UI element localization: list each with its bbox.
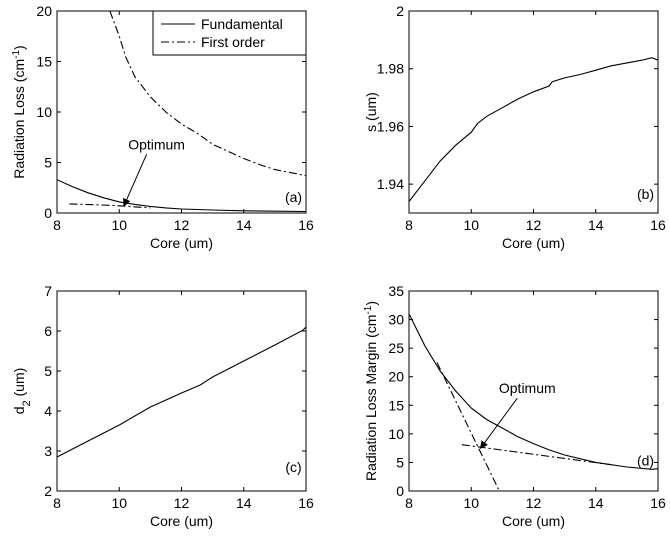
x-tick-label: 12 bbox=[526, 217, 542, 233]
series-line-first-order bbox=[109, 11, 306, 177]
panel-a: 8 10 12 14 16 0 5 10 15 20 Core (um) Radiation Loss… bbox=[11, 3, 314, 251]
panel-b: 8 10 12 14 16 1.94 1.96 1.98 2 Core (um) s (um) (b) bbox=[363, 3, 666, 251]
annotation: (a) bbox=[285, 189, 302, 205]
y-tick-label: 30 bbox=[388, 312, 404, 328]
y-tick-label: 25 bbox=[388, 340, 404, 356]
y-tick-label: 0 bbox=[44, 205, 52, 221]
y-tick-label: 5 bbox=[44, 155, 52, 171]
x-tick-label: 12 bbox=[174, 495, 190, 511]
x-tick-label: 10 bbox=[111, 217, 127, 233]
panel-c: 8 10 12 14 16 2 3 4 5 6 7 Core (um) d2 (um) (c) bbox=[11, 283, 314, 529]
legend-box bbox=[152, 10, 307, 56]
series-line-c-0 bbox=[57, 326, 306, 458]
legend-label: First order bbox=[201, 34, 265, 50]
series-line-b-0 bbox=[409, 57, 658, 202]
annotation: (d) bbox=[637, 453, 654, 469]
x-tick-label: 16 bbox=[650, 217, 666, 233]
annotation-arrow bbox=[123, 154, 148, 207]
x-tick-label: 10 bbox=[463, 217, 479, 233]
y-axis-label: Radiation Loss Margin (cm-1) bbox=[363, 301, 380, 481]
y-tick-label: 2 bbox=[44, 483, 52, 499]
x-tick-label: 16 bbox=[650, 495, 666, 511]
series-line-fundamental bbox=[57, 179, 306, 213]
y-tick-label: 20 bbox=[388, 369, 404, 385]
y-tick-label: 20 bbox=[36, 3, 52, 19]
x-tick-label: 8 bbox=[405, 495, 413, 511]
y-tick-label: 10 bbox=[36, 104, 52, 120]
x-axis-label: Core (um) bbox=[502, 513, 565, 529]
x-tick-label: 14 bbox=[236, 217, 252, 233]
x-tick-label: 16 bbox=[298, 217, 314, 233]
y-tick-label: 3 bbox=[44, 443, 52, 459]
legend: Fundamental First order bbox=[152, 10, 307, 56]
x-tick-label: 10 bbox=[111, 495, 127, 511]
y-tick-label: 1.98 bbox=[377, 61, 404, 77]
y-tick-label: 2 bbox=[396, 3, 404, 19]
legend-label: Fundamental bbox=[201, 16, 283, 32]
x-tick-label: 12 bbox=[526, 495, 542, 511]
plot-frame bbox=[56, 290, 307, 492]
y-tick-label: 5 bbox=[44, 363, 52, 379]
y-axis-label: d2 (um) bbox=[11, 368, 33, 415]
x-tick-label: 8 bbox=[53, 495, 61, 511]
y-tick-label: 0 bbox=[396, 483, 404, 499]
series-line-d-2 bbox=[461, 444, 612, 466]
x-tick-label: 14 bbox=[588, 217, 604, 233]
plot-frame bbox=[408, 10, 659, 214]
y-tick-label: 10 bbox=[388, 426, 404, 442]
y-tick-label: 1.94 bbox=[377, 176, 404, 192]
annotation: Optimum bbox=[499, 380, 556, 396]
annotation: (c) bbox=[285, 459, 301, 475]
x-axis-label: Core (um) bbox=[150, 235, 213, 251]
panel-d: 8 10 12 14 16 0 5 10 15 20 25 30 35 Core (um) Radiatio… bbox=[363, 283, 666, 529]
x-tick-label: 10 bbox=[463, 495, 479, 511]
x-tick-label: 14 bbox=[236, 495, 252, 511]
x-axis-label: Core (um) bbox=[150, 513, 213, 529]
x-tick-label: 16 bbox=[298, 495, 314, 511]
y-tick-label: 1.96 bbox=[377, 118, 404, 134]
y-tick-label: 4 bbox=[44, 403, 52, 419]
y-axis-label: Radiation Loss (cm-1) bbox=[11, 45, 28, 178]
series-line-a-2 bbox=[69, 203, 151, 209]
series-line-d-1 bbox=[436, 362, 500, 491]
y-tick-label: 5 bbox=[396, 454, 404, 470]
annotation: Optimum bbox=[128, 136, 185, 152]
x-tick-label: 12 bbox=[174, 217, 190, 233]
y-axis-label: s (um) bbox=[363, 92, 379, 132]
y-tick-label: 15 bbox=[388, 397, 404, 413]
annotation: (b) bbox=[637, 186, 654, 202]
y-tick-label: 15 bbox=[36, 54, 52, 70]
x-tick-label: 14 bbox=[588, 495, 604, 511]
x-axis-label: Core (um) bbox=[502, 235, 565, 251]
y-tick-label: 6 bbox=[44, 323, 52, 339]
y-tick-label: 7 bbox=[44, 283, 52, 299]
x-tick-label: 8 bbox=[53, 217, 61, 233]
x-tick-label: 8 bbox=[405, 217, 413, 233]
y-tick-label: 35 bbox=[388, 283, 404, 299]
annotation-arrow bbox=[479, 397, 518, 449]
series-line-d-0 bbox=[409, 313, 658, 470]
